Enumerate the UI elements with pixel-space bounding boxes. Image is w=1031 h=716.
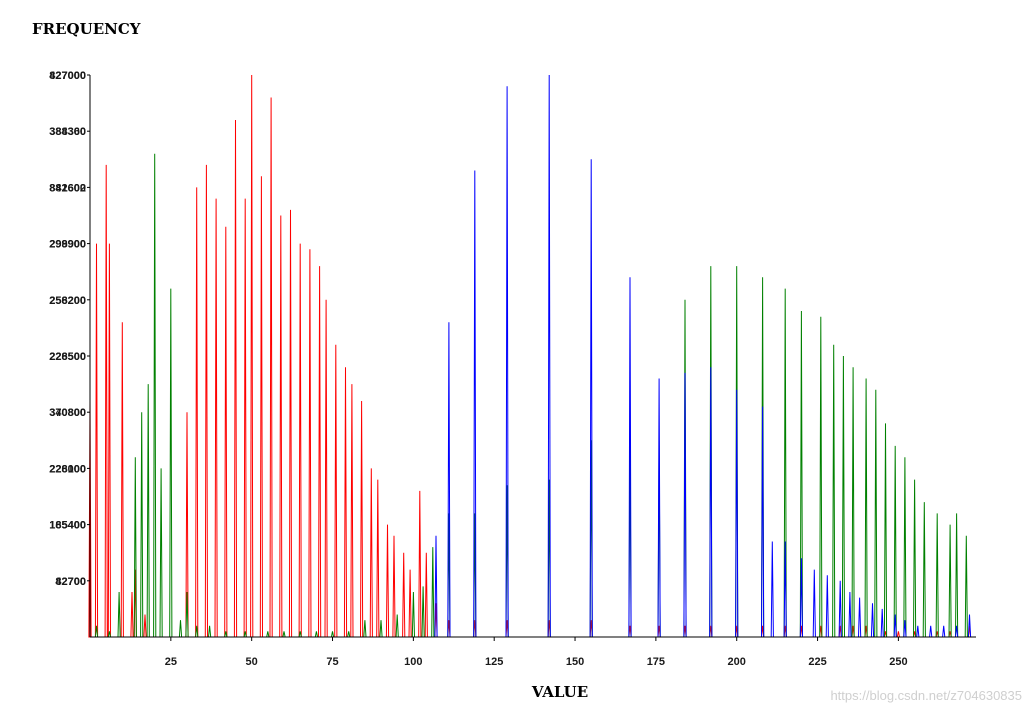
y-tick-label: 228500 <box>49 351 86 363</box>
y-tick-label: 82700 <box>55 576 86 588</box>
y-tick-label: 185400 <box>49 520 86 532</box>
x-tick-label: 75 <box>326 656 338 668</box>
x-tick-label: 175 <box>647 656 665 668</box>
y-tick-label: 42700 <box>55 576 86 588</box>
series-line-green <box>90 153 976 638</box>
plot-area <box>88 74 976 638</box>
y-tick-label: 384300 <box>49 126 86 138</box>
y-tick-label: 370800 <box>49 407 86 419</box>
x-tick-label: 225 <box>808 656 826 668</box>
y-tick-label: 882602 <box>49 182 86 194</box>
y-tick-label: 226500 <box>49 351 86 363</box>
y-tick-label: 258200 <box>49 295 86 307</box>
x-tick-label: 50 <box>246 656 258 668</box>
y-tick-label: 256200 <box>49 295 86 307</box>
x-tick-label: 250 <box>889 656 907 668</box>
series-line-blue <box>90 74 976 638</box>
x-axis: 25 50 75 100 125 150 175 200 225 250 <box>90 636 976 668</box>
watermark: https://blog.csdn.net/z704630835 <box>830 688 1022 703</box>
y-tick-label: 165400 <box>49 520 86 532</box>
x-tick-label: 25 <box>165 656 177 668</box>
y-tick-label: 388360 <box>49 126 86 138</box>
y-tick-label: 228100 <box>49 463 86 475</box>
x-tick-label: 200 <box>728 656 746 668</box>
y-tick-label: 841600 <box>49 182 86 194</box>
y-tick-label: 827000 <box>49 70 86 82</box>
y-tick-label: 340800 <box>49 407 86 419</box>
x-tick-label: 150 <box>566 656 584 668</box>
y-tick-label: 427000 <box>49 70 86 82</box>
y-axis-title: FREQUENCY <box>32 20 141 38</box>
x-tick-label: 100 <box>404 656 422 668</box>
y-tick-label: 226000 <box>49 463 86 475</box>
x-tick-label: 125 <box>485 656 503 668</box>
y-tick-label: 298900 <box>49 239 86 251</box>
y-tick-label: 299900 <box>49 239 86 251</box>
x-axis-title: VALUE <box>531 683 588 701</box>
